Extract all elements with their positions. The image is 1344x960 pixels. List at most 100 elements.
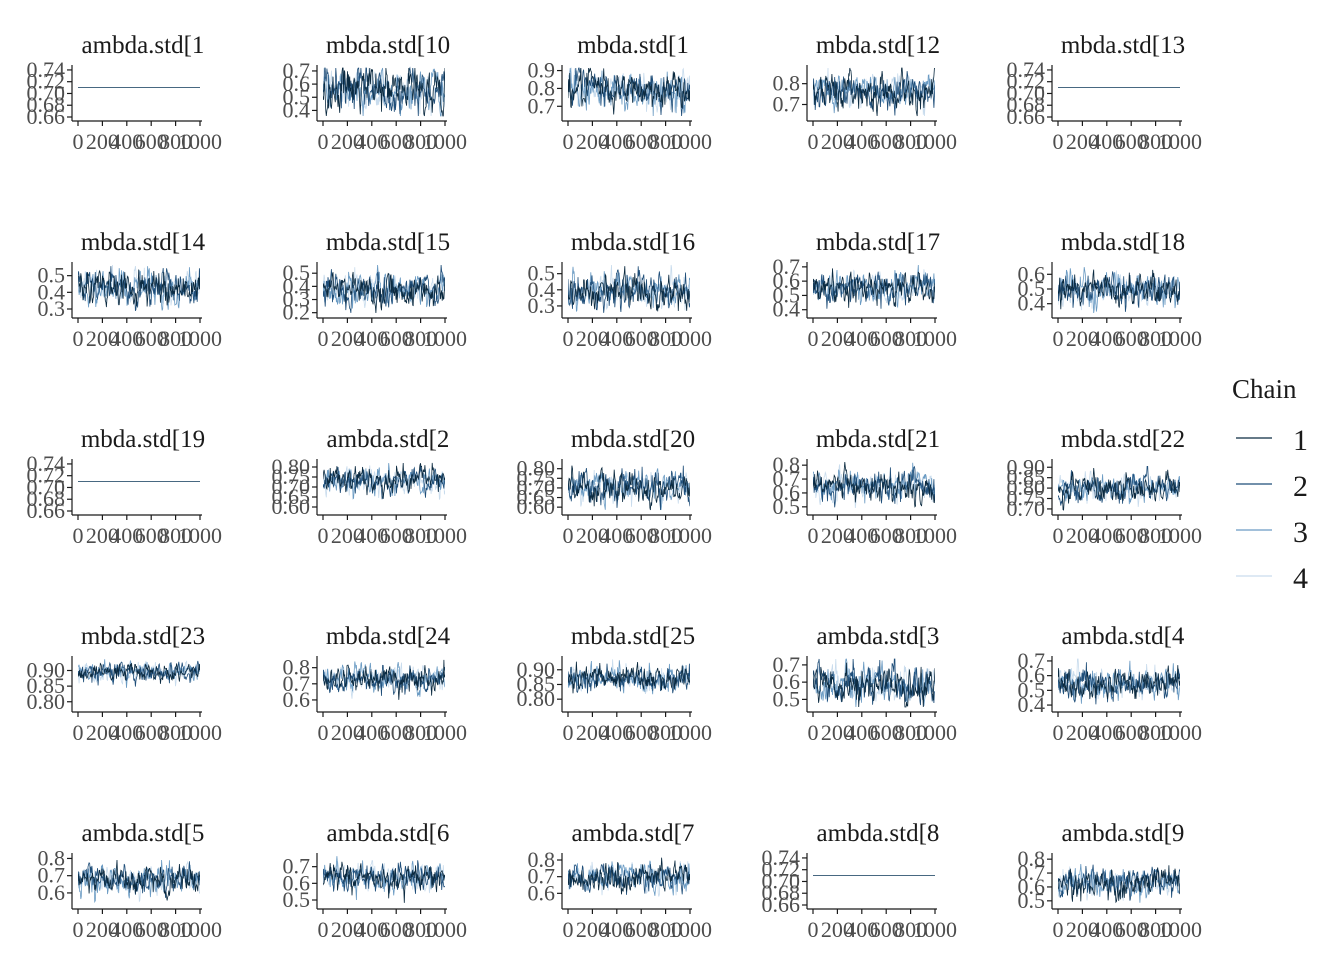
y-tick-label: 0.5 (773, 494, 801, 519)
panel-title: mbda.std[24 (326, 623, 451, 650)
x-tick-label: 800 (649, 523, 682, 548)
y-tick-label: 0.74 (27, 451, 66, 476)
x-tick-label: 0 (808, 129, 819, 154)
x-tick-label: 400 (600, 917, 633, 942)
x-tick-label: 600 (625, 917, 658, 942)
y-tick-label: 0.80 (27, 689, 66, 714)
y-tick-label: 0.85 (1007, 465, 1046, 490)
y-tick-label: 0.70 (1007, 496, 1046, 521)
x-tick-label: 1000 (178, 326, 222, 351)
chain-1-trace (78, 269, 200, 308)
y-tick-label: 0.80 (517, 686, 556, 711)
y-tick-label: 0.5 (283, 84, 311, 109)
y-tick-label: 0.7 (528, 864, 556, 889)
x-tick-label: 400 (1090, 326, 1123, 351)
x-tick-label: 1000 (1158, 326, 1202, 351)
x-tick-label: 1000 (913, 720, 957, 745)
x-tick-label: 200 (576, 129, 609, 154)
y-tick-label: 0.66 (1007, 104, 1046, 129)
y-tick-label: 0.6 (528, 880, 556, 905)
panel-title: mbda.std[22 (1061, 426, 1185, 453)
x-tick-label: 200 (821, 523, 854, 548)
y-tick-label: 0.2 (283, 300, 311, 325)
y-tick-label: 0.8 (773, 452, 801, 477)
y-tick-label: 0.72 (1007, 69, 1046, 94)
trace-lines (78, 659, 200, 688)
x-tick-label: 1000 (1158, 523, 1202, 548)
chain-1-trace (323, 659, 445, 700)
trace-lines (1058, 863, 1180, 904)
y-tick-label: 0.6 (283, 687, 311, 712)
legend-title: Chain (1232, 374, 1297, 404)
y-tick-label: 0.80 (517, 456, 556, 481)
y-tick-label: 0.6 (283, 870, 311, 895)
y-tick-label: 0.60 (272, 494, 311, 519)
trace-lines (323, 264, 445, 314)
x-tick-label: 1000 (423, 917, 467, 942)
x-tick-label: 1000 (178, 523, 222, 548)
y-tick-label: 0.72 (27, 69, 66, 94)
x-tick-label: 0 (318, 523, 329, 548)
x-tick-label: 0 (808, 917, 819, 942)
trace-lines (813, 264, 935, 309)
x-tick-label: 600 (870, 326, 903, 351)
y-tick-label: 0.6 (773, 669, 801, 694)
y-tick-label: 0.6 (773, 480, 801, 505)
y-tick-label: 0.75 (1007, 486, 1046, 511)
x-tick-label: 800 (404, 129, 437, 154)
x-tick-label: 200 (86, 326, 119, 351)
x-tick-label: 800 (159, 129, 192, 154)
trace-lines (1058, 267, 1180, 314)
x-tick-label: 0 (808, 326, 819, 351)
x-tick-label: 0 (808, 720, 819, 745)
chain-4-trace (1058, 658, 1180, 701)
x-tick-label: 0 (1053, 129, 1064, 154)
y-tick-label: 0.8 (1018, 846, 1046, 871)
y-tick-label: 0.72 (27, 463, 66, 488)
x-tick-label: 1000 (913, 917, 957, 942)
x-tick-label: 0 (1053, 523, 1064, 548)
x-tick-label: 1000 (668, 129, 712, 154)
x-tick-label: 800 (1139, 917, 1172, 942)
x-tick-label: 600 (380, 129, 413, 154)
x-tick-label: 600 (135, 326, 168, 351)
y-tick-label: 0.4 (283, 97, 311, 122)
panel-title: mbda.std[18 (1061, 229, 1185, 256)
panel-title: mbda.std[13 (1061, 32, 1185, 59)
x-tick-label: 1000 (178, 720, 222, 745)
panel-title: mbda.std[16 (571, 229, 695, 256)
x-tick-label: 1000 (423, 523, 467, 548)
y-tick-label: 0.7 (38, 863, 66, 888)
x-tick-label: 1000 (1158, 129, 1202, 154)
trace-lines (568, 465, 690, 511)
y-tick-label: 0.70 (1007, 80, 1046, 105)
y-tick-label: 0.8 (283, 655, 311, 680)
x-tick-label: 400 (110, 720, 143, 745)
chain-4-trace (813, 464, 935, 509)
x-tick-label: 0 (563, 129, 574, 154)
x-tick-label: 600 (870, 523, 903, 548)
x-tick-label: 1000 (668, 917, 712, 942)
trace-lines (568, 857, 690, 897)
x-tick-label: 1000 (423, 326, 467, 351)
y-tick-label: 0.6 (283, 71, 311, 96)
y-tick-label: 0.80 (272, 454, 311, 479)
y-tick-label: 0.70 (27, 80, 66, 105)
x-tick-label: 600 (1115, 720, 1148, 745)
y-tick-label: 0.85 (517, 671, 556, 696)
x-tick-label: 400 (600, 720, 633, 745)
y-tick-label: 0.68 (27, 92, 66, 117)
x-tick-label: 400 (355, 129, 388, 154)
y-tick-label: 0.8 (38, 845, 66, 870)
y-tick-label: 0.4 (1018, 692, 1046, 717)
trace-lines (78, 859, 200, 904)
trace-lines (813, 658, 935, 708)
x-tick-label: 800 (649, 720, 682, 745)
y-tick-label: 0.70 (272, 474, 311, 499)
chain-2-trace (1058, 271, 1180, 312)
x-tick-label: 0 (318, 326, 329, 351)
x-tick-label: 800 (404, 523, 437, 548)
